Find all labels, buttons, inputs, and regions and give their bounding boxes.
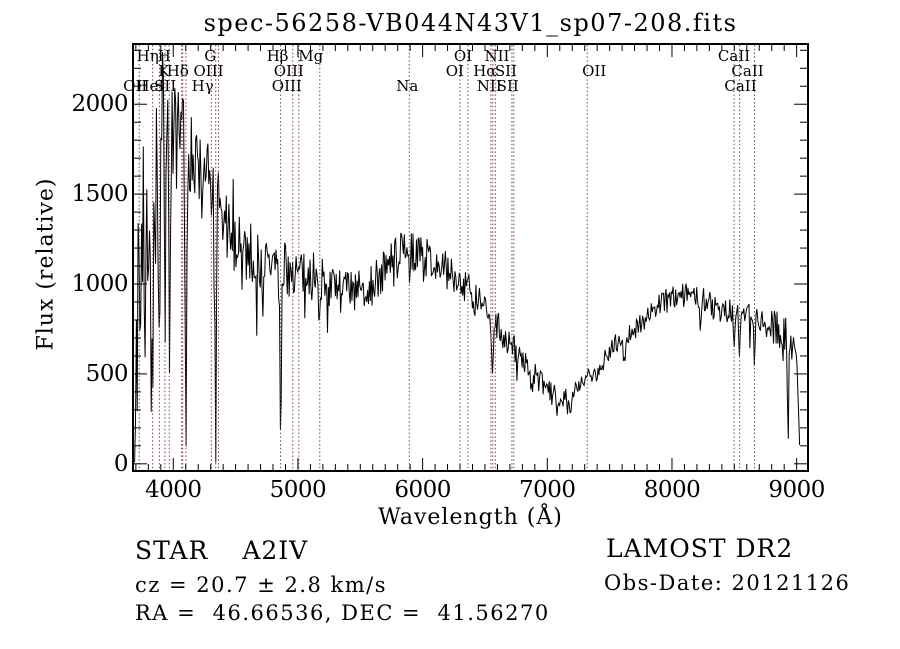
spectral-line-label: NII xyxy=(476,77,502,95)
ra-dec: RA = 46.66536, DEC = 41.56270 xyxy=(135,601,550,625)
spectral-line-label: SII xyxy=(496,77,519,95)
spectral-line-label: Hα xyxy=(473,62,497,80)
y-tick-label: 500 xyxy=(85,360,129,387)
spectral-line-label: G xyxy=(204,47,217,65)
object-type: STAR xyxy=(135,536,209,565)
y-tick-label: 0 xyxy=(113,450,129,477)
spectral-line-label: CaII xyxy=(724,77,757,95)
spectral-line-label: Hγ xyxy=(191,77,214,95)
spectral-line-label: SII xyxy=(494,62,517,80)
spectral-line-label: OI xyxy=(445,62,464,80)
spectrum-trace xyxy=(134,52,801,463)
spectral-line-label: H xyxy=(157,47,171,65)
spectral-line-label: OIII xyxy=(193,62,224,80)
spectral-line-label: K xyxy=(158,62,170,80)
spectral-line-label: Hβ xyxy=(266,47,289,65)
x-tick-label: 9000 xyxy=(768,477,825,503)
spectral-line-label: HeI xyxy=(136,77,165,95)
object-classification: STAR A2IV xyxy=(135,536,309,566)
y-tick-label: 1500 xyxy=(71,181,128,208)
spectral-line-label: NII xyxy=(484,47,510,65)
object-subclass: A2IV xyxy=(242,536,309,565)
spectral-line-label: OII xyxy=(123,77,148,95)
x-tick-label: 8000 xyxy=(643,477,701,503)
plot-title: spec-56258-VB044N43V1_sp07-208.fits xyxy=(203,9,738,37)
spectral-line-label: Na xyxy=(396,77,419,95)
y-tick-label: 1000 xyxy=(71,271,128,298)
x-tick-label: 6000 xyxy=(394,477,451,503)
spectral-line-label: CaII xyxy=(731,62,764,80)
spectral-line-label: OI xyxy=(453,47,473,65)
spectral-line-label: OIII xyxy=(273,62,304,80)
x-tick-label: 7000 xyxy=(519,477,576,503)
spectral-line-label: Hη xyxy=(136,47,159,65)
spectral-line-markers xyxy=(138,45,755,470)
spectral-line-label: Hδ xyxy=(166,62,189,80)
x-tick-label: 4000 xyxy=(144,477,202,503)
axes-frame-group xyxy=(132,43,809,472)
spectral-line-label: SII xyxy=(154,77,177,95)
x-tick-label: 5000 xyxy=(269,477,327,503)
x-axis-label: Wavelength (Å) xyxy=(378,505,563,530)
spectral-line-label: OII xyxy=(582,62,607,80)
spectral-line-label: CaII xyxy=(717,47,751,65)
plot-frame xyxy=(132,43,809,472)
y-tick-label: 2000 xyxy=(71,91,128,118)
obs-date: Obs-Date: 20121126 xyxy=(604,571,851,595)
spectral-line-label: Mg xyxy=(298,47,324,65)
cz-value: cz = 20.7 ± 2.8 km/s xyxy=(135,573,388,597)
spectral-line-label: OIII xyxy=(271,77,302,95)
survey-name: LAMOST DR2 xyxy=(606,534,794,563)
